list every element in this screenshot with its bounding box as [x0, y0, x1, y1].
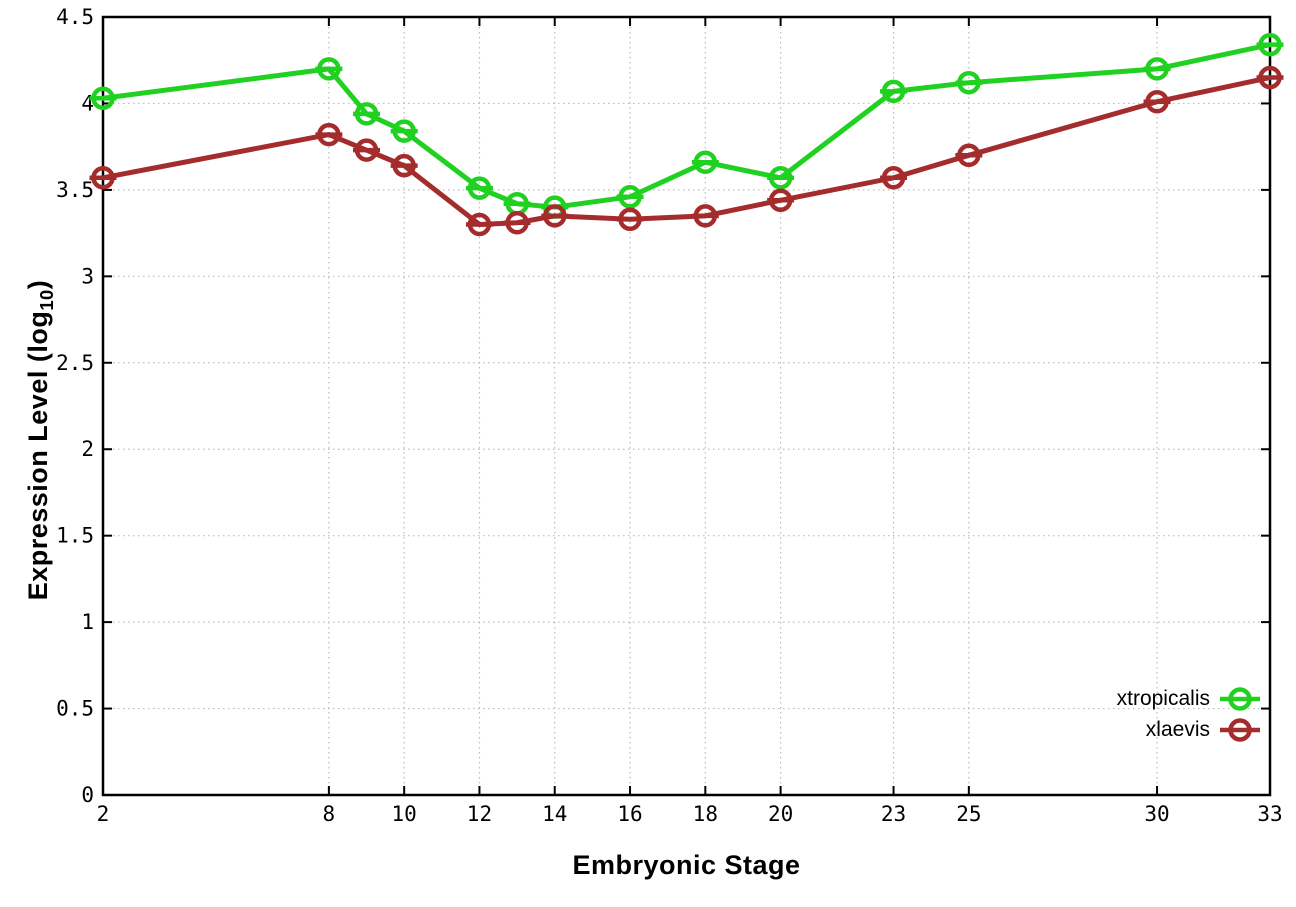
series-xtropicalis-point	[354, 102, 379, 126]
series-xlaevis-point	[505, 210, 529, 235]
y-tick-label: 1.5	[56, 524, 94, 548]
x-tick-label: 8	[323, 802, 336, 826]
series-xtropicalis-point	[618, 185, 642, 209]
series-xtropicalis-point	[957, 70, 981, 95]
line-circle-marker-icon	[1220, 718, 1260, 742]
series-xtropicalis-point	[1258, 32, 1282, 57]
series-xlaevis-point	[957, 143, 981, 168]
legend: xtropicalis xlaevis	[1117, 685, 1262, 744]
y-tick-label: 0.5	[56, 697, 94, 721]
x-tick-label: 16	[617, 802, 642, 826]
y-axis-title-subscript: 10	[35, 289, 57, 311]
y-axis-title: Expression Level (log10)	[22, 190, 57, 690]
series-xlaevis-point	[317, 122, 341, 147]
line-circle-marker-icon	[1220, 687, 1260, 711]
y-tick-label: 3.5	[56, 178, 94, 202]
series-xlaevis-point	[354, 138, 379, 162]
series-xtropicalis-point	[881, 79, 906, 104]
legend-row-xtropicalis: xtropicalis	[1117, 685, 1262, 713]
series-xlaevis-point	[467, 212, 492, 237]
y-tick-label: 0	[81, 783, 94, 807]
x-tick-label: 18	[693, 802, 718, 826]
x-tick-label: 10	[392, 802, 417, 826]
series-xlaevis-point	[392, 153, 416, 178]
legend-row-xlaevis: xlaevis	[1146, 716, 1262, 744]
x-axis-title: Embryonic Stage	[572, 850, 801, 880]
series-xtropicalis-point	[467, 176, 492, 200]
series-xlaevis-point	[693, 204, 718, 228]
plot-border	[101, 15, 1272, 797]
series-xtropicalis-line	[100, 42, 1273, 210]
series-xtropicalis-point	[1145, 57, 1169, 81]
series-xtropicalis-point	[317, 57, 341, 81]
x-tick-label: 33	[1257, 802, 1282, 826]
y-axis-title-text: Expression Level (log	[23, 310, 53, 601]
series-xlaevis-point	[542, 204, 567, 228]
series-xlaevis-point	[618, 207, 642, 232]
series-xlaevis-point	[881, 166, 906, 190]
y-tick-label: 1	[81, 610, 94, 634]
y-tick-label: 2.5	[56, 351, 94, 375]
legend-label-xtropicalis: xtropicalis	[1116, 687, 1210, 710]
series-xlaevis-point	[768, 188, 793, 213]
y-axis-title-close: )	[23, 279, 53, 290]
legend-label-xlaevis: xlaevis	[1145, 718, 1210, 741]
x-tick-label: 30	[1144, 802, 1169, 826]
series-xtropicalis-point	[392, 119, 416, 143]
y-tick-label: 4.5	[56, 5, 94, 29]
x-tick-label: 23	[881, 802, 906, 826]
series-xtropicalis-point	[768, 166, 793, 190]
x-tick-label: 12	[467, 802, 492, 826]
x-tick-label: 2	[97, 802, 110, 826]
series-xtropicalis-point	[91, 86, 115, 111]
series-xlaevis-point	[91, 166, 115, 190]
series-xtropicalis-point	[693, 150, 718, 174]
series-xlaevis-line	[100, 75, 1273, 227]
x-tick-label: 14	[542, 802, 567, 826]
x-tick-label: 20	[768, 802, 793, 826]
series-xlaevis-point	[1145, 89, 1169, 114]
y-tick-label: 3	[81, 264, 94, 288]
series-xlaevis-point	[1258, 65, 1282, 90]
y-tick-label: 2	[81, 437, 94, 461]
x-tick-label: 25	[956, 802, 981, 826]
